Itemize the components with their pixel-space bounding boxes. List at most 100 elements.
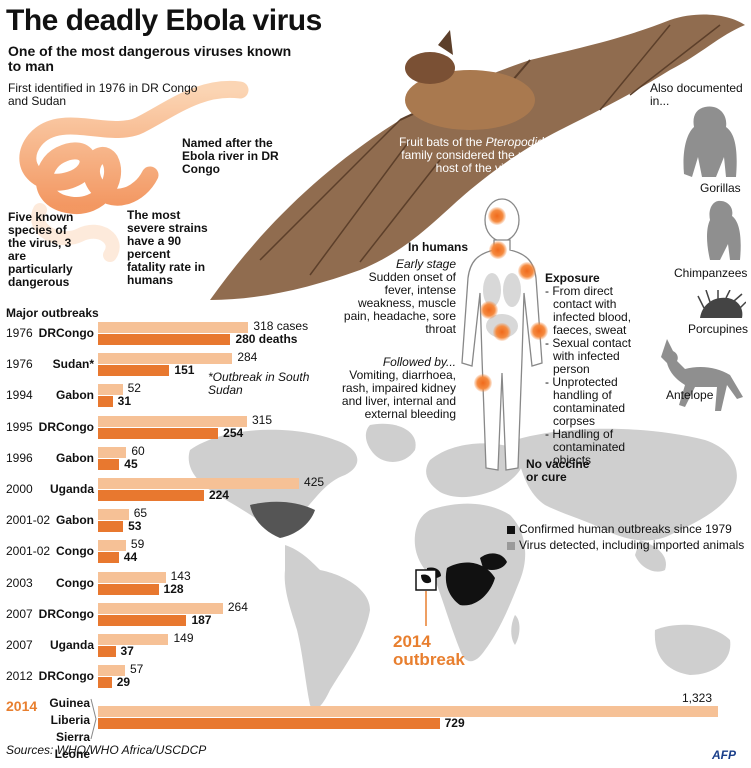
outbreak-country: Congo (56, 575, 94, 590)
bar-cases (98, 509, 129, 521)
chart-footnote: *Outbreak in South Sudan (208, 370, 310, 397)
bar-deaths (98, 677, 112, 689)
fruit-bat-illustration (210, 14, 745, 300)
first-identified-text: First identified in 1976 in DR Congo and… (8, 81, 198, 108)
bar-2014-cases (98, 706, 718, 717)
outbreak-year: 1976 (6, 357, 33, 372)
bar-deaths (98, 334, 231, 345)
outbreak-2014-map-label: 2014 outbreak (393, 632, 465, 669)
value-cases: 59 (130, 537, 145, 552)
bar-cases (98, 665, 125, 677)
symptom-spot-leg (474, 374, 492, 392)
value-deaths: 31 (117, 394, 132, 409)
value-2014-cases: 1,323 (682, 691, 713, 705)
animal-label-chimpanzees: Chimpanzees (674, 266, 748, 280)
sources-text: Sources: WHO/WHO Africa/USCDCP (6, 743, 207, 757)
symptom-spot-hand (530, 322, 548, 340)
legend-confirmed-swatch (507, 526, 515, 534)
chimpanzee-icon (707, 200, 741, 260)
outbreak-year: 2007 (6, 638, 33, 652)
chart-title: Major outbreaks (6, 306, 99, 320)
bar-cases (98, 634, 169, 645)
species-text: Five known species of the virus, 3 are p… (8, 210, 74, 289)
bat-family-name: Pteropodidae (485, 135, 558, 149)
porcupine-icon (697, 290, 746, 318)
outbreak-year: 2003 (6, 575, 33, 590)
value-deaths: 151 (174, 363, 195, 378)
legend-detected-swatch (507, 542, 515, 550)
bar-cases (98, 322, 249, 333)
outbreak-country: DRCongo (38, 606, 94, 621)
value-2014-deaths: 729 (444, 716, 465, 730)
no-vaccine-text: No vaccine or cure (526, 457, 590, 484)
antelope-icon (661, 339, 743, 411)
outbreak-year: 1994 (6, 388, 33, 403)
bar-cases (98, 353, 233, 365)
bar-deaths (98, 396, 113, 408)
bar-cases (98, 446, 127, 458)
bracket-icon (90, 698, 97, 740)
bar-cases (98, 384, 123, 396)
exposure-item: - Sexual contact with infected person (545, 336, 632, 376)
symptom-spot-head (488, 207, 506, 225)
early-stage-block: Early stage Sudden onset of fever, inten… (340, 258, 456, 336)
symptom-spot-abdomen (493, 323, 511, 341)
bar-2014-deaths (98, 718, 440, 729)
bat-caption-line1: Fruit bats of the (398, 135, 483, 149)
followed-by-block: Followed by... Vomiting, diarrhoea, rash… (340, 356, 456, 421)
exposure-block: Exposure - From direct contact with infe… (545, 272, 645, 467)
symptom-spot-shoulder (518, 262, 536, 280)
outbreak-country: Gabon (56, 513, 94, 528)
value-deaths: 29 (116, 675, 131, 690)
gorilla-icon (683, 106, 737, 177)
also-documented-heading: Also documented in... (650, 81, 743, 108)
bar-deaths (98, 646, 116, 657)
value-cases: 284 (237, 350, 258, 365)
bat-caption: Fruit bats of the Pteropodidae family co… (398, 136, 558, 175)
symptom-spot-liver (480, 301, 498, 319)
bar-deaths (98, 458, 120, 470)
page-title: The deadly Ebola virus (6, 4, 322, 37)
legend-confirmed-label: Confirmed human outbreaks since 1979 (519, 522, 732, 536)
value-cases: 52 (127, 381, 141, 396)
animal-label-antelope: Antelope (666, 388, 714, 402)
value-cases: 65 (133, 506, 148, 521)
outbreak-year: 2001-02 (6, 544, 51, 559)
value-deaths: 128 (163, 581, 184, 596)
early-stage-symptoms: Sudden onset of fever, intense weakness,… (343, 270, 456, 336)
value-deaths: 45 (124, 456, 138, 471)
value-deaths: 44 (123, 550, 138, 565)
symptom-spot-neck (489, 241, 507, 259)
bar-cases (98, 540, 126, 552)
value-cases: 60 (131, 443, 145, 458)
bar-deaths (98, 521, 124, 533)
outbreak-year: 2000 (6, 482, 33, 496)
bar-cases (98, 571, 166, 583)
bat-caption-line2: family considered the natural host of th… (401, 148, 555, 175)
value-deaths: 280 deaths (235, 332, 298, 346)
bar-deaths (98, 614, 187, 626)
value-cases: 57 (129, 662, 144, 677)
early-stage-label: Early stage (395, 257, 456, 271)
outbreak-year: 2001-02 (6, 513, 51, 528)
exposure-item: - Unprotected handling of contaminated c… (545, 375, 626, 428)
country-liberia: Liberia (50, 713, 90, 727)
bar-deaths (98, 365, 170, 377)
outbreak-country: Uganda (49, 482, 94, 496)
animal-label-gorillas: Gorillas (700, 181, 741, 195)
legend-detected-label: Virus detected, including imported anima… (519, 538, 745, 552)
followed-by-symptoms: Vomiting, diarrhoea, rash, impaired kidn… (341, 368, 456, 421)
outbreak-year: 2007 (6, 606, 33, 621)
bar-deaths (98, 583, 159, 595)
named-after-text: Named after the Ebola river in DR Congo (182, 136, 279, 176)
exposure-list: - From direct contact with infected bloo… (545, 285, 645, 467)
outbreak-2014-year: 2014 (6, 698, 38, 714)
afp-logo: AFP (712, 748, 736, 762)
country-guinea: Guinea (49, 696, 90, 710)
outbreak-country: Gabon (56, 450, 94, 465)
bar-deaths (98, 552, 119, 564)
outbreak-country: DRCongo (38, 326, 94, 340)
outbreak-country: Sudan* (52, 357, 94, 372)
strains-text: The most severe strains have a 90 percen… (127, 208, 208, 287)
page-subtitle: One of the most dangerous viruses known … (8, 43, 292, 74)
